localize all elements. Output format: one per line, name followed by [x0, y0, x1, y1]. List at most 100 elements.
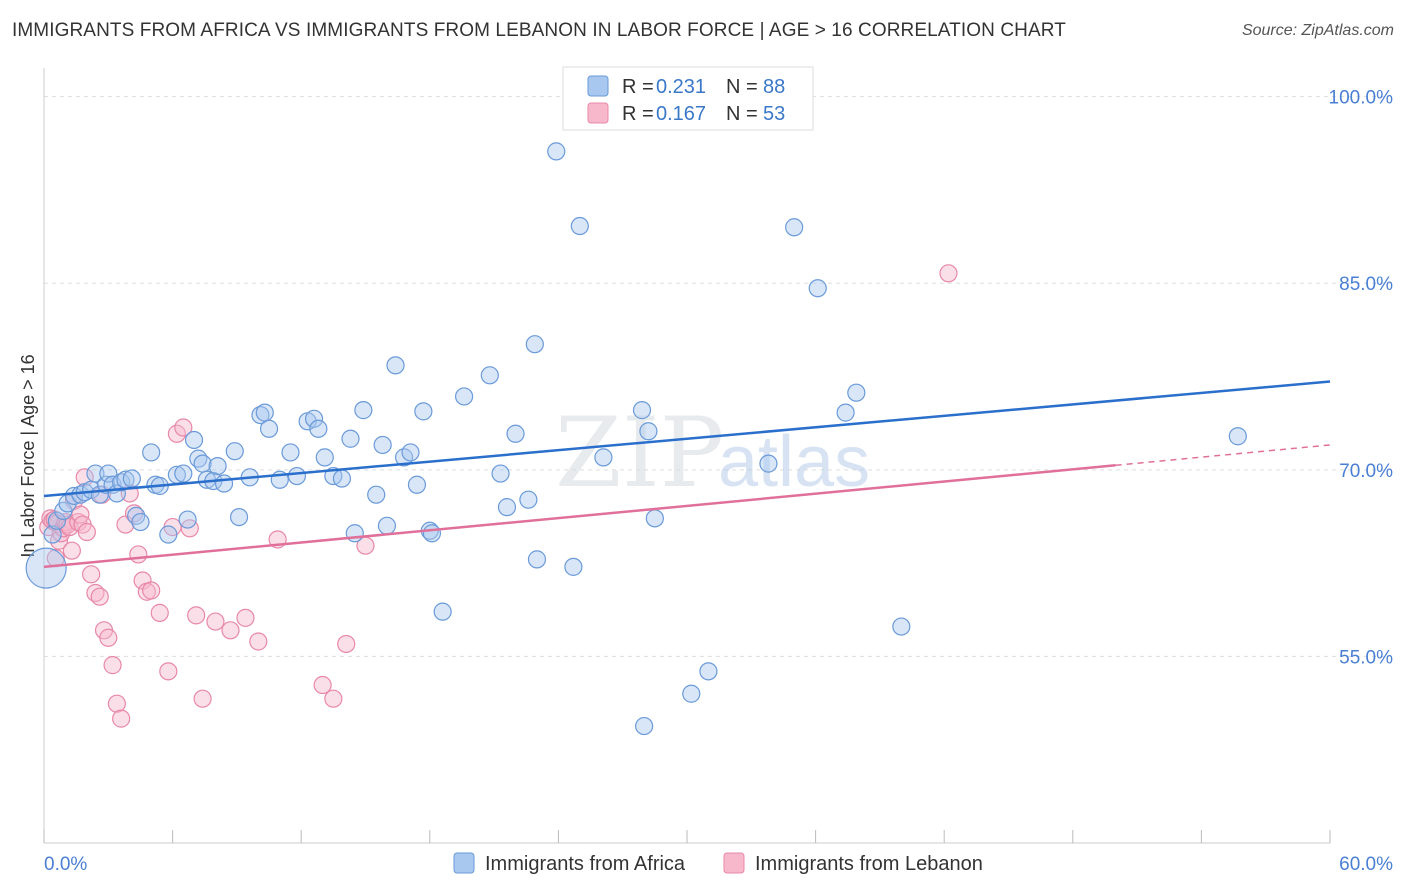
africa-point [367, 485, 386, 504]
legend-africa-n: 88 [763, 76, 785, 98]
lebanon-point [82, 565, 101, 584]
africa-point [142, 443, 161, 462]
lebanon-point [99, 628, 118, 647]
africa-point [99, 464, 118, 483]
lebanon-point [206, 612, 225, 631]
lebanon-point [103, 656, 122, 675]
legend-lebanon-n-label: N = [726, 103, 758, 125]
lebanon-point [187, 606, 206, 625]
lebanon-point [150, 603, 169, 622]
y-tick-label-2: 85.0% [1339, 274, 1393, 295]
africa-point [407, 475, 427, 494]
africa-point [345, 524, 364, 543]
africa-point [525, 335, 544, 354]
africa-point [25, 547, 67, 589]
x-tick-label-max: 60.0% [1339, 854, 1393, 875]
lebanon-point [77, 522, 96, 542]
africa-point [229, 507, 249, 527]
lebanon-point [174, 418, 193, 437]
top-legend: R = 0.231 N = 88 R = 0.167 N = 53 [562, 66, 814, 131]
bottom-legend-lebanon: Immigrants from Lebanon [755, 853, 983, 875]
watermark-atlas: atlas [718, 422, 870, 502]
bottom-legend-lebanon-swatch [723, 852, 745, 874]
lebanon-point [221, 621, 240, 640]
africa-points [25, 142, 1247, 736]
africa-point [594, 448, 613, 467]
africa-point [315, 448, 334, 467]
africa-point [86, 464, 105, 483]
africa-point [47, 511, 66, 530]
africa-point [332, 469, 352, 488]
africa-point [178, 510, 197, 529]
africa-point [639, 422, 658, 441]
africa-point [174, 464, 193, 483]
trend-lines [43, 380, 1331, 569]
y-tick-label-3: 100.0% [1329, 88, 1394, 109]
watermark: ZIP atlas [555, 397, 870, 509]
lebanon-point [193, 689, 212, 708]
africa-point [259, 419, 279, 438]
lebanon-point [939, 264, 958, 283]
africa-point [341, 429, 360, 448]
africa-point [892, 617, 911, 636]
africa-point [255, 403, 274, 422]
africa-point [1228, 427, 1247, 446]
africa-point [497, 498, 517, 517]
lebanon-point [112, 709, 131, 728]
africa-point [386, 356, 405, 375]
africa-point [193, 454, 212, 473]
africa-trend-line [43, 380, 1331, 498]
africa-point [682, 684, 701, 703]
chart-source: Source: ZipAtlas.com [1241, 22, 1394, 39]
africa-point [377, 516, 397, 535]
africa-point [433, 602, 452, 621]
africa-point [759, 454, 778, 473]
legend-lebanon-n: 53 [763, 103, 785, 125]
africa-point [785, 218, 804, 237]
africa-point [287, 466, 307, 486]
africa-point [214, 474, 234, 493]
chart-title: IMMIGRANTS FROM AFRICA VS IMMIGRANTS FRO… [12, 20, 1066, 41]
africa-point [491, 464, 510, 483]
gridlines [44, 96, 1392, 657]
africa-point [480, 366, 499, 385]
lebanon-points [39, 264, 958, 728]
lebanon-trend-line [43, 464, 1116, 569]
watermark-zip: ZIP [555, 397, 724, 509]
africa-point [43, 525, 62, 544]
bottom-legend: Immigrants from Africa Immigrants from L… [453, 852, 983, 875]
lebanon-point [107, 694, 126, 713]
tick-labels: 55.0% 70.0% 85.0% 100.0% 0.0% 60.0% [44, 88, 1393, 875]
lebanon-point [324, 689, 343, 708]
africa-point [635, 716, 654, 736]
africa-point [632, 401, 652, 420]
lebanon-point [313, 675, 332, 695]
legend-lebanon-r-label: R = [622, 103, 654, 125]
legend-lebanon-swatch [587, 102, 609, 124]
africa-point [527, 550, 547, 569]
lebanon-point [249, 632, 268, 651]
bottom-legend-africa: Immigrants from Africa [485, 853, 686, 875]
africa-point [847, 383, 866, 402]
legend-africa-r: 0.231 [656, 76, 706, 98]
africa-point [506, 424, 525, 443]
axes [43, 68, 1331, 844]
africa-point [808, 279, 827, 298]
africa-point [699, 662, 718, 681]
africa-point [304, 409, 324, 428]
africa-point [570, 216, 589, 236]
africa-point [645, 509, 664, 528]
legend-africa-swatch [587, 75, 609, 97]
y-tick-label-0: 55.0% [1339, 647, 1393, 668]
lebanon-point [159, 662, 178, 681]
africa-point [309, 419, 328, 438]
africa-point [208, 456, 227, 476]
lebanon-point [129, 545, 148, 564]
africa-point [547, 142, 566, 161]
africa-point [836, 403, 855, 422]
africa-point [422, 524, 442, 543]
africa-point [354, 401, 373, 420]
lebanon-point [90, 587, 109, 606]
africa-point [373, 435, 392, 455]
africa-point [454, 387, 474, 406]
